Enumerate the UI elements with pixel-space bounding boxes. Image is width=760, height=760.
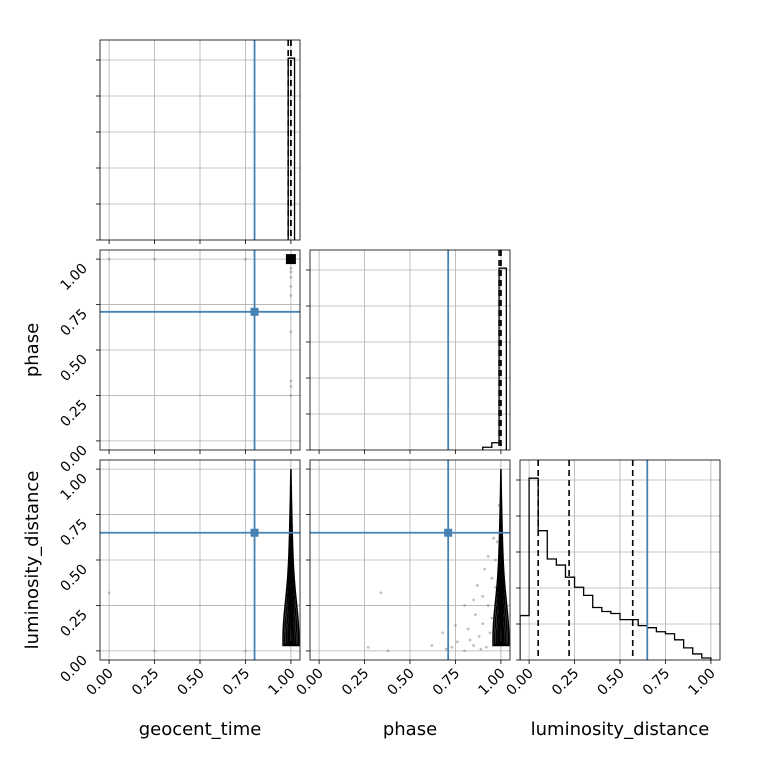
luminosity_distance_vs_geocent_time-point-2 xyxy=(244,649,247,653)
luminosity_distance_vs_geocent_time-point-0 xyxy=(107,591,111,595)
luminosity_distance_vs_phase-point-29 xyxy=(483,567,486,571)
phase-xtick-label: 0.25 xyxy=(339,666,372,699)
phase_vs_geocent_time-point-1 xyxy=(153,257,156,261)
luminosity_distance_vs_phase-point-16 xyxy=(488,631,492,635)
luminosity_distance-xtick-label: 0.00 xyxy=(504,666,537,699)
luminosity_distance_vs_phase-point-30 xyxy=(486,554,490,558)
luminosity_distance-ytick-label: 0.25 xyxy=(57,607,90,640)
luminosity_distance_vs_phase-point-31 xyxy=(492,536,496,540)
luminosity_distance_vs_phase-point-0 xyxy=(366,645,370,649)
phase_vs_geocent_time-point-7 xyxy=(289,330,293,334)
luminosity_distance_vs_phase-point-35 xyxy=(479,647,483,651)
luminosity_distance-xaxis-label: luminosity_distance xyxy=(531,719,710,740)
luminosity_distance-xtick-label: 0.50 xyxy=(594,666,627,699)
luminosity_distance_vs_phase-point-11 xyxy=(477,634,481,638)
luminosity_distance-ytick-label: 0.75 xyxy=(57,516,90,549)
luminosity_distance_vs_phase-point-17 xyxy=(490,576,494,580)
luminosity_distance_vs_phase-point-5 xyxy=(450,645,454,649)
luminosity_distance_vs_phase-point-1 xyxy=(379,591,383,595)
phase-xtick-label: 0.00 xyxy=(294,666,327,699)
luminosity_distance_vs_phase-point-15 xyxy=(486,604,490,607)
luminosity_distance_vs_phase-point-6 xyxy=(455,640,459,644)
luminosity_distance_vs_phase-point-3 xyxy=(430,644,434,647)
phase-xaxis-label: phase xyxy=(383,719,437,740)
luminosity_distance-xtick-label: 1.00 xyxy=(685,666,718,699)
luminosity_distance_vs_phase-point-32 xyxy=(444,647,448,651)
luminosity_distance_vs_phase-point-8 xyxy=(466,627,470,631)
phase_vs_geocent_time-point-8 xyxy=(289,379,293,383)
luminosity_distance_vs_geocent_time-point-1 xyxy=(153,649,156,653)
luminosity_distance_vs_phase-point-18 xyxy=(490,616,494,620)
phase_vs_geocent_time-point-12 xyxy=(289,270,293,274)
phase-yaxis-label: phase xyxy=(22,323,43,377)
luminosity_distance_vs_phase-point-33 xyxy=(454,624,457,627)
phase_vs_geocent_time-panel xyxy=(99,249,301,451)
luminosity_distance_vs_geocent_time-panel xyxy=(99,459,301,661)
phase_vs_geocent_time-point-6 xyxy=(289,294,293,297)
luminosity_distance_vs_phase-point-14 xyxy=(484,645,488,649)
luminosity_distance-ytick-label: 0.50 xyxy=(57,562,90,595)
geocent_time-xtick-label: 0.25 xyxy=(129,666,162,699)
luminosity_distance_vs_phase-point-9 xyxy=(472,644,476,647)
phase_vs_geocent_time-peak-marker xyxy=(285,254,296,265)
phase-xtick-label: 0.50 xyxy=(384,666,417,699)
luminosity_distance-hist-steps xyxy=(520,477,712,660)
phase-hist-steps xyxy=(482,267,508,450)
phase-xtick-label: 1.00 xyxy=(475,666,508,699)
luminosity_distance_vs_phase-grid xyxy=(310,460,510,660)
luminosity_distance_vs_phase-point-7 xyxy=(463,649,466,653)
phase_vs_geocent_time-point-10 xyxy=(289,394,293,397)
phase-ytick-label: 0.50 xyxy=(57,352,90,385)
luminosity_distance_vs_phase-point-34 xyxy=(468,638,472,642)
phase_vs_geocent_time-grid xyxy=(100,250,300,450)
luminosity_distance_vs_geocent_time-truth-marker xyxy=(250,528,259,537)
luminosity_distance_vs_phase-point-22 xyxy=(495,540,499,544)
luminosity_distance_vs_phase-point-28 xyxy=(475,584,479,587)
luminosity_distance_vs_phase-truth-marker xyxy=(444,528,453,537)
phase-xtick-label: 0.75 xyxy=(430,666,463,699)
phase_vs_geocent_time-point-5 xyxy=(289,284,293,288)
luminosity_distance_vs_phase-point-26 xyxy=(463,604,466,607)
luminosity_distance-hist-grid xyxy=(520,460,720,660)
phase-ytick-label: 0.25 xyxy=(57,397,90,430)
geocent_time-xtick-label: 0.50 xyxy=(174,666,207,699)
phase_vs_geocent_time-point-3 xyxy=(289,266,293,270)
phase_vs_geocent_time-point-2 xyxy=(244,257,247,261)
phase-hist-panel xyxy=(306,249,511,451)
phase-ytick-label: 0.75 xyxy=(57,306,90,339)
luminosity_distance_vs_phase-point-4 xyxy=(441,631,445,635)
phase_vs_geocent_time-point-9 xyxy=(289,384,293,388)
luminosity_distance_vs_geocent_time-contour-4 xyxy=(288,574,293,643)
luminosity_distance-xtick-label: 0.75 xyxy=(640,666,673,699)
luminosity_distance-ytick-label: 1.00 xyxy=(57,471,90,504)
phase_vs_geocent_time-truth-marker xyxy=(250,307,259,316)
luminosity_distance-hist-panel xyxy=(516,459,721,661)
geocent_time-xtick-label: 0.75 xyxy=(220,666,253,699)
luminosity_distance_vs_phase-point-27 xyxy=(472,598,476,602)
phase_vs_geocent_time-point-4 xyxy=(289,275,293,279)
geocent_time-xtick-label: 0.00 xyxy=(84,666,117,699)
luminosity_distance-yaxis-label: luminosity_distance xyxy=(22,471,43,650)
geocent_time-hist-steps xyxy=(287,57,296,240)
phase_vs_geocent_time-point-0 xyxy=(107,257,111,261)
luminosity_distance_vs_phase-point-10 xyxy=(474,613,477,616)
geocent_time-hist-panel xyxy=(96,39,301,241)
luminosity_distance_vs_geocent_time-grid xyxy=(100,460,300,660)
phase-ytick-label: 0.00 xyxy=(57,442,90,475)
luminosity_distance_vs_phase-point-12 xyxy=(481,622,485,626)
luminosity_distance_vs_phase-point-21 xyxy=(494,558,497,562)
geocent_time-hist-grid xyxy=(100,40,300,240)
luminosity_distance_vs_phase-contour-4 xyxy=(498,574,503,643)
luminosity_distance_vs_phase-point-13 xyxy=(481,594,485,598)
luminosity_distance_vs_phase-panel xyxy=(309,459,511,661)
phase-hist-grid xyxy=(310,250,510,450)
luminosity_distance-xtick-label: 0.25 xyxy=(549,666,582,699)
geocent_time-xaxis-label: geocent_time xyxy=(139,719,262,740)
luminosity_distance-ytick-label: 0.00 xyxy=(57,652,90,685)
geocent_time-xtick-label: 1.00 xyxy=(265,666,298,699)
luminosity_distance_vs_phase-point-2 xyxy=(386,649,390,653)
phase-ytick-label: 1.00 xyxy=(57,261,90,294)
